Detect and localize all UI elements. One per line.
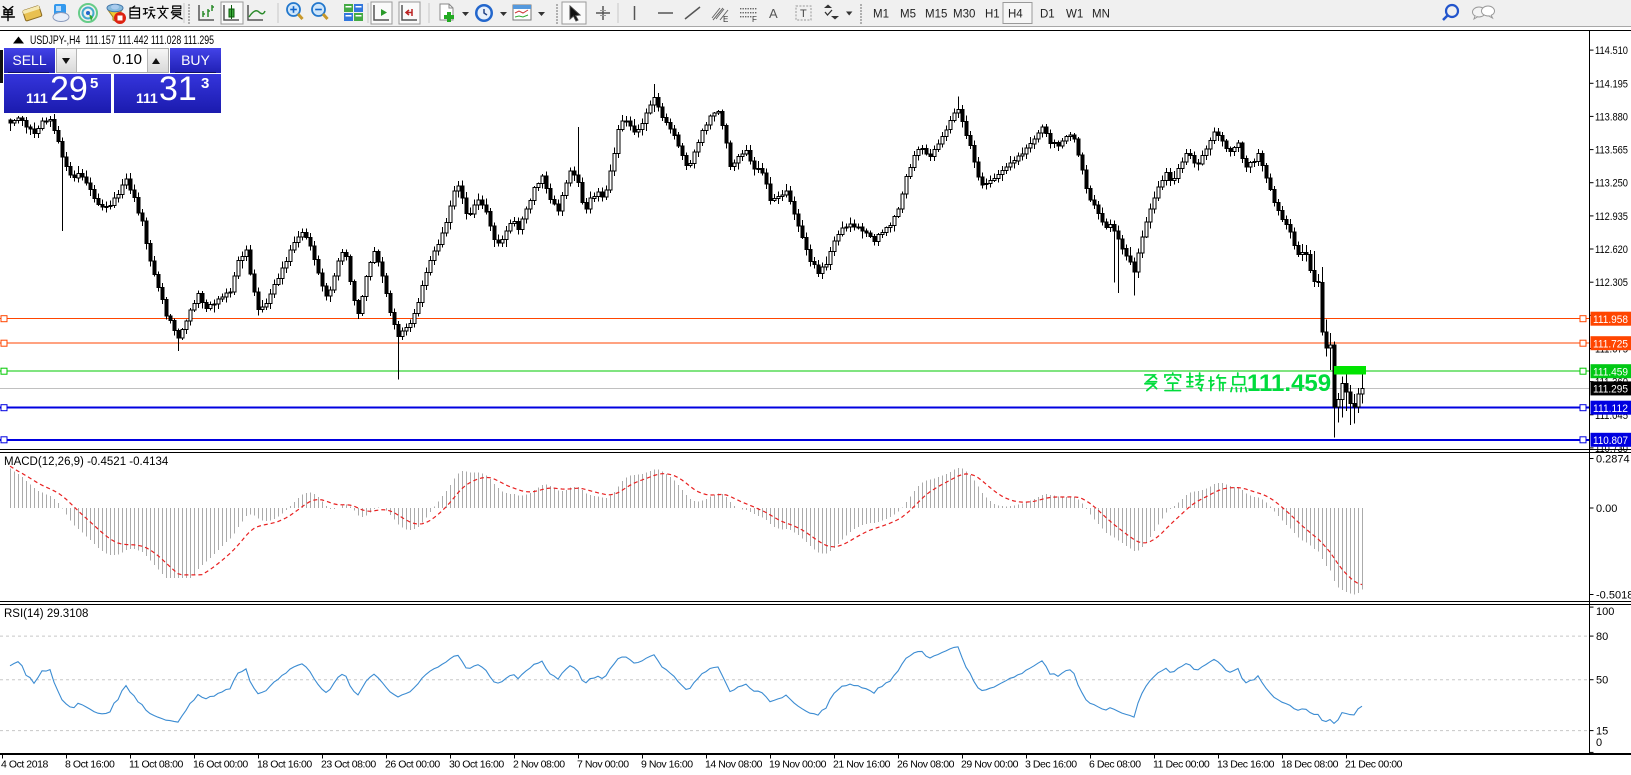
svg-text:18 Oct 16:00: 18 Oct 16:00 <box>257 759 312 771</box>
svg-text:111.725: 111.725 <box>1593 338 1628 350</box>
svg-text:29 Nov 00:00: 29 Nov 00:00 <box>961 759 1019 771</box>
svg-text:112.305: 112.305 <box>1595 277 1628 289</box>
svg-text:USDJPY-,H4 111.157 111.442 11: USDJPY-,H4 111.157 111.442 111.028 111.2… <box>30 35 214 47</box>
svg-text:0.2874: 0.2874 <box>1596 454 1630 466</box>
svg-text:113.565: 113.565 <box>1595 145 1628 157</box>
svg-text:113.880: 113.880 <box>1595 111 1628 123</box>
svg-text:H1: H1 <box>985 9 1000 21</box>
svg-text:6 Dec 08:00: 6 Dec 08:00 <box>1089 759 1141 771</box>
svg-text:112.620: 112.620 <box>1595 244 1628 256</box>
svg-text:21 Nov 16:00: 21 Nov 16:00 <box>833 759 891 771</box>
svg-text:18 Dec 08:00: 18 Dec 08:00 <box>1281 759 1339 771</box>
svg-text:A: A <box>769 6 778 21</box>
svg-text:113.250: 113.250 <box>1595 178 1628 190</box>
svg-text:30 Oct 16:00: 30 Oct 16:00 <box>449 759 504 771</box>
svg-text:H4: H4 <box>1008 9 1023 21</box>
svg-text:114.195: 114.195 <box>1595 78 1628 90</box>
svg-text:110.807: 110.807 <box>1593 435 1628 447</box>
svg-text:11 Dec 00:00: 11 Dec 00:00 <box>1153 759 1210 771</box>
svg-text:T: T <box>800 8 807 20</box>
svg-text:E: E <box>723 15 728 24</box>
svg-text:M1: M1 <box>873 9 889 21</box>
svg-text:MN: MN <box>1092 9 1110 21</box>
svg-text:100: 100 <box>1596 606 1614 618</box>
svg-text:111.295: 111.295 <box>1593 384 1628 396</box>
svg-text:111.459: 111.459 <box>1593 366 1628 378</box>
svg-text:16 Oct 00:00: 16 Oct 00:00 <box>193 759 248 771</box>
svg-text:MACD(12,26,9) -0.4521 -0.4134: MACD(12,26,9) -0.4521 -0.4134 <box>4 456 169 468</box>
svg-text:111.112: 111.112 <box>1593 403 1628 415</box>
svg-text:2 Nov 08:00: 2 Nov 08:00 <box>513 759 565 771</box>
svg-text:50: 50 <box>1596 675 1608 687</box>
svg-text:9 Nov 16:00: 9 Nov 16:00 <box>641 759 693 771</box>
svg-text:D1: D1 <box>1040 9 1055 21</box>
svg-text:W1: W1 <box>1066 9 1083 21</box>
svg-text:23 Oct 08:00: 23 Oct 08:00 <box>321 759 376 771</box>
svg-text:14 Nov 08:00: 14 Nov 08:00 <box>705 759 763 771</box>
svg-text:3 Dec 16:00: 3 Dec 16:00 <box>1025 759 1077 771</box>
svg-text:-0.5018: -0.5018 <box>1596 590 1631 602</box>
svg-text:13 Dec 16:00: 13 Dec 16:00 <box>1217 759 1275 771</box>
svg-text:19 Nov 00:00: 19 Nov 00:00 <box>769 759 827 771</box>
svg-text:111.459: 111.459 <box>1247 370 1331 397</box>
svg-text:M15: M15 <box>925 9 947 21</box>
svg-text:21 Dec 00:00: 21 Dec 00:00 <box>1345 759 1403 771</box>
svg-text:111.958: 111.958 <box>1593 314 1628 326</box>
svg-text:26 Oct 00:00: 26 Oct 00:00 <box>385 759 440 771</box>
svg-text:112.935: 112.935 <box>1595 211 1628 223</box>
svg-text:M5: M5 <box>900 9 916 21</box>
svg-text:0: 0 <box>1596 737 1602 749</box>
svg-text:0.00: 0.00 <box>1596 503 1617 515</box>
svg-text:114.510: 114.510 <box>1595 45 1628 57</box>
svg-text:11 Oct 08:00: 11 Oct 08:00 <box>129 759 184 771</box>
svg-text:26 Nov 08:00: 26 Nov 08:00 <box>897 759 955 771</box>
svg-text:4 Oct 2018: 4 Oct 2018 <box>1 759 48 771</box>
svg-text:8 Oct 16:00: 8 Oct 16:00 <box>65 759 115 771</box>
svg-text:F: F <box>752 15 757 24</box>
svg-text:RSI(14) 29.3108: RSI(14) 29.3108 <box>4 608 88 620</box>
svg-text:M30: M30 <box>953 9 975 21</box>
svg-text:80: 80 <box>1596 631 1608 643</box>
svg-text:7 Nov 00:00: 7 Nov 00:00 <box>577 759 629 771</box>
svg-text:15: 15 <box>1596 726 1608 738</box>
